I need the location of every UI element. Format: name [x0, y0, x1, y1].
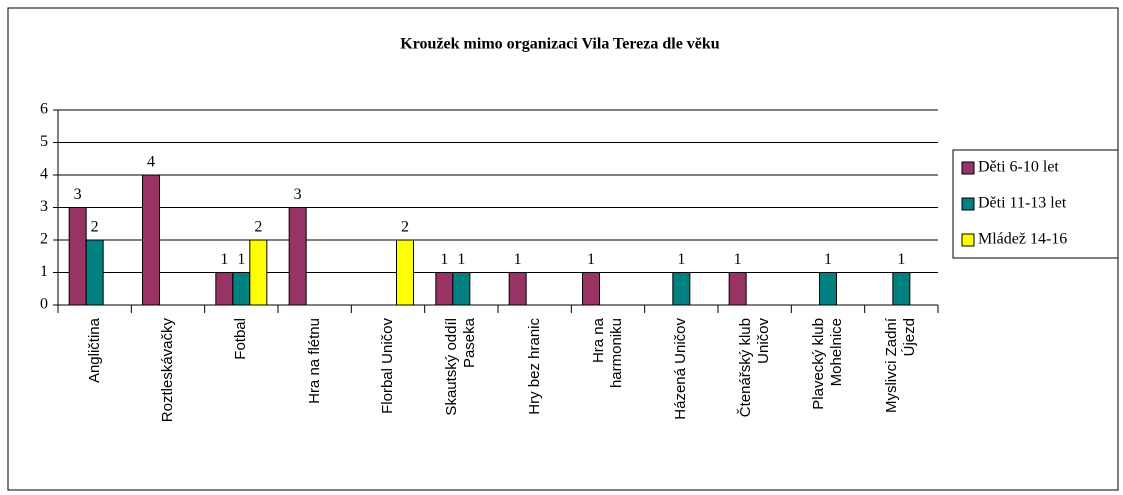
data-label: 1 — [514, 251, 522, 268]
data-label: 1 — [457, 251, 465, 268]
y-tick-label: 3 — [40, 198, 48, 215]
x-tick-text: Plavecký klub Mohelnice — [810, 318, 845, 410]
legend-swatch — [961, 197, 975, 211]
data-label: 3 — [74, 186, 82, 203]
data-label: 1 — [220, 251, 228, 268]
y-tick-label: 2 — [40, 231, 48, 248]
bar — [582, 272, 600, 306]
x-tick-text: Čtenářský klub Uničov — [736, 318, 772, 418]
legend-label: Mládež 14-16 — [978, 231, 1067, 248]
legend-label: Děti 11-13 let — [978, 195, 1067, 212]
x-tick-text: Fotbal — [232, 318, 250, 360]
data-label: 1 — [824, 251, 832, 268]
x-tick-label: Roztleskávačky — [132, 318, 204, 428]
bar — [452, 272, 471, 306]
x-tick-text: Skautský oddíl Paseka — [443, 318, 479, 416]
y-tick-label: 6 — [40, 101, 48, 118]
bar — [396, 239, 414, 306]
x-tick-text: Angličtina — [85, 318, 103, 384]
bar — [288, 207, 307, 306]
x-tick-text: Roztleskávačky — [159, 318, 176, 423]
legend-box — [952, 149, 1119, 259]
legend-swatch — [961, 233, 975, 247]
x-tick-label: Hry bez hranic — [499, 318, 571, 428]
y-tick-label: 0 — [40, 296, 48, 313]
y-tick-label: 1 — [40, 263, 48, 280]
bar — [85, 239, 104, 306]
bar — [249, 239, 268, 306]
x-tick-text: Myslivci Zadní Újezd — [883, 318, 919, 414]
data-label: 3 — [294, 186, 302, 203]
data-label: 4 — [147, 154, 155, 171]
x-tick-label: Florbal Uničov — [352, 318, 424, 428]
x-tick-label: Skautský oddíl Paseka — [425, 318, 497, 428]
bar — [819, 272, 837, 306]
legend-label: Děti 6-10 let — [978, 159, 1059, 176]
data-label: 2 — [401, 219, 409, 236]
x-tick-label: Myslivci Zadní Újezd — [865, 318, 937, 428]
x-tick-label: Hra na harmoniku — [572, 318, 644, 428]
data-label: 1 — [897, 251, 905, 268]
data-label: 1 — [677, 251, 685, 268]
x-tick-text: Hra na harmoniku — [590, 318, 625, 389]
bar — [215, 272, 234, 306]
x-tick-text: Hra na flétnu — [305, 318, 323, 404]
chart-title: Kroužek mimo organizaci Vila Tereza dle … — [400, 36, 719, 53]
x-tick-label: Fotbal — [205, 318, 277, 428]
x-tick-label: Plavecký klub Mohelnice — [792, 318, 864, 428]
bar — [892, 272, 911, 306]
x-tick-label: Čtenářský klub Uničov — [719, 318, 791, 428]
bar — [142, 174, 160, 306]
x-tick-text: Hry bez hranic — [525, 318, 543, 415]
x-tick-label: Angličtina — [59, 318, 131, 428]
bar — [508, 272, 527, 306]
bar — [435, 272, 454, 306]
x-tick-text: Házená Uničov — [672, 318, 690, 420]
data-label: 1 — [440, 251, 448, 268]
data-label: 1 — [734, 251, 742, 268]
data-label: 1 — [587, 251, 595, 268]
data-label: 1 — [237, 251, 245, 268]
bar — [232, 272, 251, 306]
data-label: 2 — [91, 219, 99, 236]
x-tick-label: Hra na flétnu — [279, 318, 351, 428]
legend-swatch — [961, 161, 975, 175]
bar — [728, 272, 747, 306]
y-tick-label: 5 — [40, 133, 48, 150]
data-label: 2 — [254, 219, 262, 236]
chart-frame — [7, 7, 1119, 491]
x-tick-label: Házená Uničov — [645, 318, 717, 428]
y-tick-label: 4 — [40, 166, 48, 183]
x-tick-text: Florbal Uničov — [379, 318, 396, 414]
bar — [672, 272, 691, 306]
bar — [68, 207, 87, 306]
